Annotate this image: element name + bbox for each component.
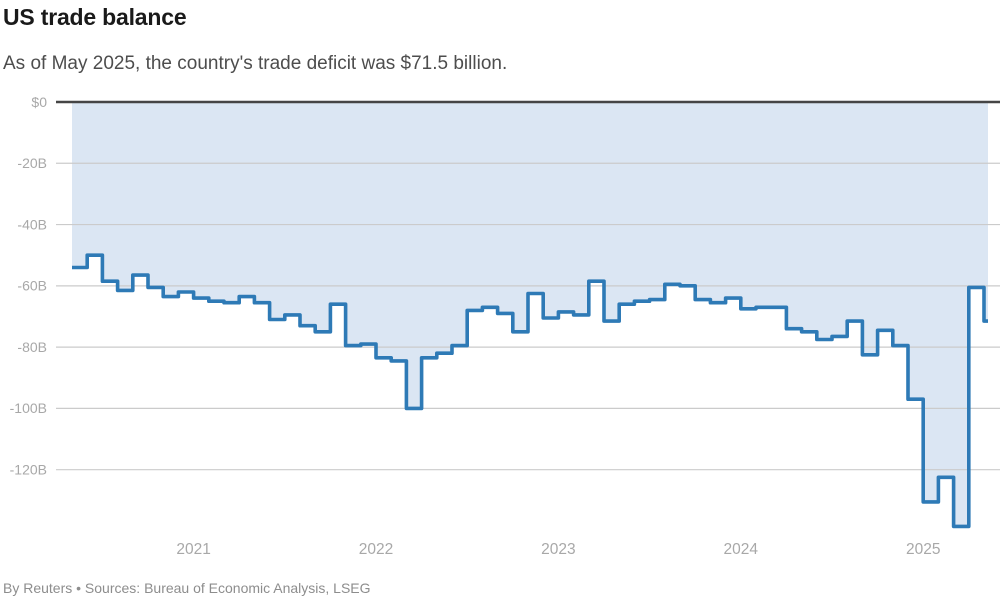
x-axis-label-2023: 2023 — [541, 541, 575, 558]
y-axis-label--100B: -100B — [10, 400, 47, 416]
y-axis-label--60B: -60B — [17, 278, 47, 294]
x-axis-label-2025: 2025 — [906, 541, 940, 558]
y-axis-label-$0: $0 — [31, 94, 47, 110]
deficit-area-fill — [72, 102, 988, 527]
y-axis-label--80B: -80B — [17, 339, 47, 355]
chart-title: US trade balance — [3, 4, 187, 30]
y-axis-label--20B: -20B — [17, 155, 47, 171]
y-axis-label--40B: -40B — [17, 216, 47, 232]
chart-footer-byline: By Reuters • Sources: Bureau of Economic… — [3, 580, 371, 596]
chart-subtitle: As of May 2025, the country's trade defi… — [3, 53, 508, 74]
y-axis-label--120B: -120B — [10, 461, 47, 477]
x-axis-label-2021: 2021 — [176, 541, 210, 558]
deficit-step-line — [72, 253, 988, 529]
x-axis-label-2022: 2022 — [359, 541, 393, 558]
x-axis-label-2024: 2024 — [724, 541, 759, 558]
